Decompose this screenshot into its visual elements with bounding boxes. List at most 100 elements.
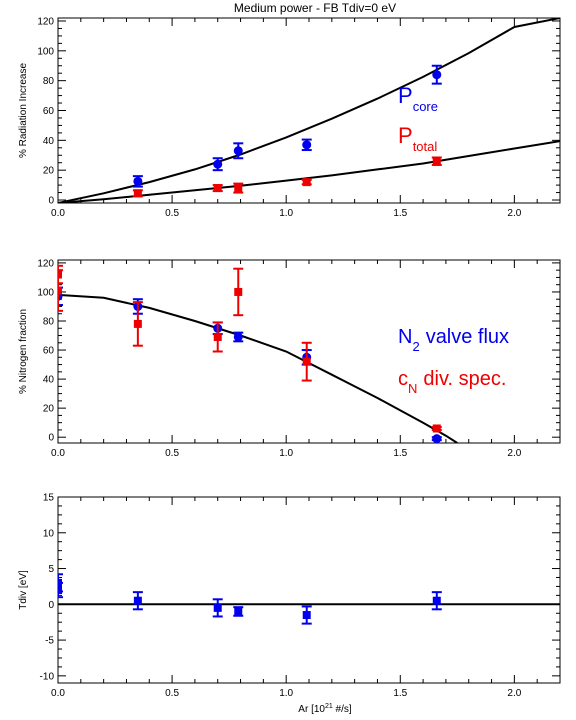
y-axis-label: % Radiation Increase: [18, 63, 29, 158]
x-tick-label: 1.5: [393, 688, 407, 699]
y-tick-label: 0: [48, 196, 54, 207]
legend-entry: N2 valve flux: [398, 326, 509, 354]
y-tick-label: -5: [45, 636, 54, 647]
data-point: [212, 598, 223, 618]
point-marker: [213, 332, 222, 341]
y-tick-label: 0: [48, 433, 54, 444]
y-tick-label: 20: [43, 404, 55, 415]
y-axis-label: Tdiv [eV]: [18, 570, 29, 610]
x-tick-label: 2.0: [507, 688, 521, 699]
point-marker: [432, 424, 441, 433]
y-tick-label: 40: [43, 375, 55, 386]
point-marker: [213, 159, 223, 169]
x-axis-label: Ar [1021 #/s]: [298, 703, 352, 715]
y-tick-label: 5: [48, 564, 54, 575]
data-point: [301, 341, 312, 382]
chart-panel-2: 0.0 0.5 1.0 1.5 2.0 0 20 40 60 80 100 120 % Nitrogen…: [18, 258, 561, 459]
chart-panel-3: 0.0 0.5 1.0 1.5 2.0 -10 -5 0 5 10 15 Tdiv [eV] Ar [1…: [18, 493, 561, 715]
data-point: [233, 142, 244, 160]
y-tick-label: 60: [43, 346, 55, 357]
point-marker: [432, 70, 442, 80]
y-tick-label: 120: [37, 258, 54, 269]
x-tick-label: 1.0: [279, 448, 293, 459]
y-tick-label: 0: [48, 600, 54, 611]
point-marker: [432, 434, 442, 443]
point-marker: [432, 157, 441, 166]
data-point: [58, 264, 63, 285]
y-tick-label: 40: [43, 136, 55, 147]
data-point: [431, 424, 442, 433]
chart-panel-1: 0.0 0.5 1.0 1.5 2.0 0 20 40 60 80 100 120 % Radiatio…: [18, 16, 561, 219]
y-tick-label: 80: [43, 76, 55, 87]
plot-frame: [57, 496, 561, 684]
point-marker: [133, 176, 143, 186]
data-point: [233, 267, 244, 317]
plot-frame: [57, 259, 561, 444]
data-point: [431, 64, 442, 85]
data-point: [431, 434, 442, 443]
y-tick-label: 15: [43, 493, 55, 504]
point-marker: [133, 319, 142, 328]
data-point: [233, 182, 244, 194]
legend-entry: Pcore: [398, 83, 438, 114]
y-axis-label: % Nitrogen fraction: [18, 309, 29, 394]
y-tick-label: 20: [43, 166, 55, 177]
point-marker: [233, 146, 243, 156]
y-tick-label: 60: [43, 106, 55, 117]
point-marker: [302, 140, 312, 150]
data-point: [212, 321, 223, 353]
y-tick-label: -10: [40, 671, 55, 682]
data-point: [132, 189, 143, 198]
y-tick-label: 100: [37, 46, 54, 57]
y-tick-label: 100: [37, 287, 54, 298]
data-point: [132, 591, 143, 611]
x-tick-label: 1.0: [279, 688, 293, 699]
data-point: [132, 301, 143, 347]
point-marker: [58, 286, 62, 295]
x-tick-label: 0.5: [165, 688, 179, 699]
x-tick-label: 0.5: [165, 208, 179, 219]
legend-entry: cN div. spec.: [398, 368, 506, 396]
point-marker: [233, 332, 243, 342]
x-tick-label: 1.5: [393, 208, 407, 219]
point-marker: [213, 184, 222, 193]
figure-title: Medium power - FB Tdiv=0 eV: [234, 1, 396, 15]
point-marker: [234, 607, 243, 616]
point-marker: [302, 611, 311, 620]
x-tick-label: 0.5: [165, 448, 179, 459]
fit-curve: [58, 18, 560, 203]
point-marker: [213, 603, 222, 612]
x-tick-label: 2.0: [507, 208, 521, 219]
point-marker: [302, 357, 311, 366]
point-marker: [234, 184, 243, 193]
x-tick-label: 1.0: [279, 208, 293, 219]
data-point: [301, 138, 312, 152]
data-point: [301, 605, 312, 625]
data-point: [132, 175, 143, 188]
point-marker: [133, 596, 142, 605]
data-point: [212, 184, 223, 193]
y-tick-label: 120: [37, 16, 54, 27]
data-point: [431, 591, 442, 611]
x-tick-label: 1.5: [393, 448, 407, 459]
panels: 0.0 0.5 1.0 1.5 2.0 0 20 40 60 80 100 120 % Radiatio…: [18, 16, 561, 715]
point-marker: [133, 189, 142, 198]
x-tick-label: 0.0: [51, 448, 65, 459]
data-point: [233, 331, 244, 343]
point-marker: [302, 178, 311, 187]
x-tick-label: 0.0: [51, 208, 65, 219]
point-marker: [58, 586, 62, 594]
point-marker: [234, 287, 243, 296]
x-tick-label: 2.0: [507, 448, 521, 459]
x-tick-label: 0.0: [51, 688, 65, 699]
point-marker: [58, 270, 62, 279]
data-point: [233, 606, 244, 617]
data-point: [431, 156, 442, 166]
data-point: [212, 157, 223, 172]
point-marker: [432, 596, 441, 605]
data-point: [301, 178, 312, 187]
legend-entry: Ptotal: [398, 123, 437, 154]
data-point: [58, 269, 63, 312]
y-tick-label: 80: [43, 317, 55, 328]
